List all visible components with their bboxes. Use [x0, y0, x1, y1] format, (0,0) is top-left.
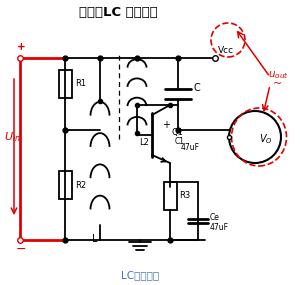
Text: R1: R1: [75, 80, 86, 89]
Text: 47uF: 47uF: [181, 144, 200, 152]
Bar: [58, 171, 71, 199]
Text: LC振荡电路: LC振荡电路: [121, 270, 159, 280]
Text: 十八、LC 振荡电路: 十八、LC 振荡电路: [79, 5, 158, 19]
Text: $u_{out}$: $u_{out}$: [268, 69, 288, 81]
Text: Vcc: Vcc: [218, 46, 234, 55]
Text: R3: R3: [179, 192, 190, 201]
Text: L: L: [92, 234, 98, 244]
Circle shape: [229, 111, 281, 163]
Text: $V_O$: $V_O$: [259, 132, 273, 146]
Text: $U_{in}$: $U_{in}$: [4, 130, 20, 144]
Bar: [58, 70, 71, 98]
Text: R2: R2: [75, 180, 86, 190]
Text: ~: ~: [273, 79, 283, 89]
Text: +: +: [16, 42, 26, 52]
Text: −: −: [16, 243, 26, 256]
Text: C1: C1: [175, 137, 185, 146]
Text: Ce: Ce: [210, 213, 220, 223]
Text: L2: L2: [139, 138, 149, 147]
Bar: [164, 182, 176, 210]
Text: C: C: [193, 83, 200, 93]
Text: Q1: Q1: [172, 129, 184, 137]
Text: 47uF: 47uF: [210, 223, 229, 231]
Text: +: +: [162, 120, 170, 130]
